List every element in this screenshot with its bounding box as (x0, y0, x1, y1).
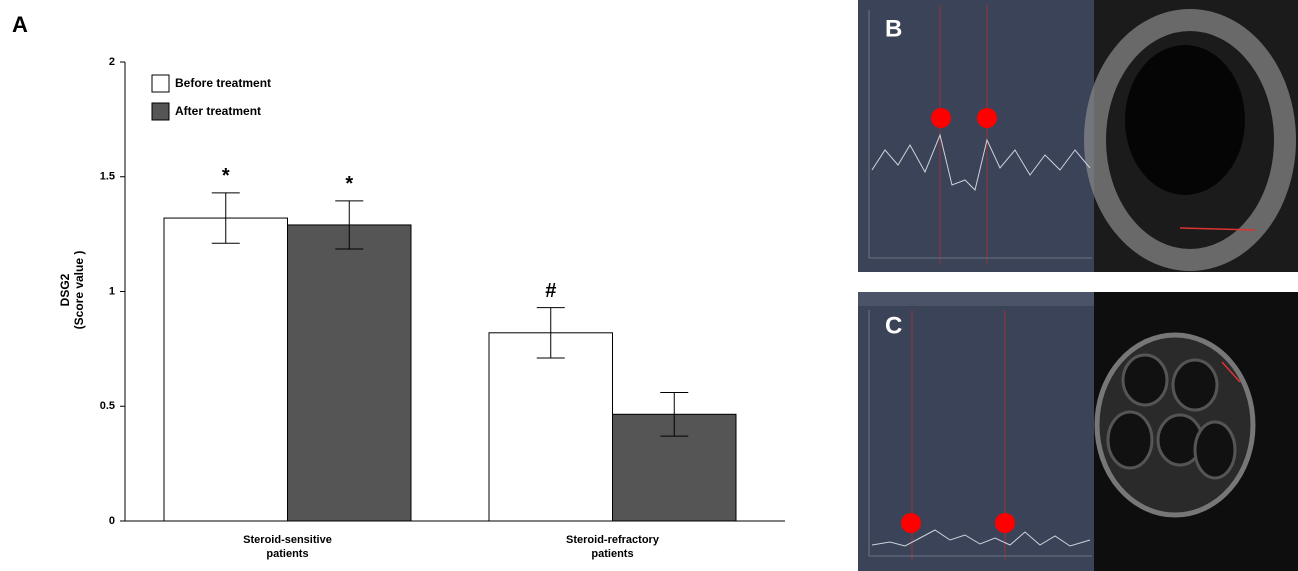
legend-label: Before treatment (175, 76, 271, 90)
figure: A B C DSG2 (Score value ) 00.511.52**#B (0, 0, 1298, 571)
legend-label: After treatment (175, 104, 261, 118)
y-axis-label: DSG2 (58, 273, 72, 306)
bar (164, 218, 288, 521)
panel-label: B (885, 15, 902, 42)
y-tick-label: 1 (109, 285, 115, 297)
panel-label: A (12, 12, 28, 37)
y-tick-label: 2 (109, 56, 115, 68)
bar (288, 225, 412, 521)
chart: A B C DSG2 (Score value ) 00.511.52**#B (0, 0, 1298, 571)
significance-marker: # (545, 280, 556, 302)
panel-label: C (885, 312, 902, 339)
panel-b (858, 0, 1298, 272)
significance-marker: * (345, 173, 353, 195)
y-tick-label: 0.5 (100, 400, 115, 412)
x-tick-label: Steroid-sensitive patients (223, 533, 353, 561)
x-tick-label: Steroid-refractory patients (548, 533, 678, 561)
panel-c (858, 292, 1298, 571)
y-axis-label: (Score value ) (72, 251, 86, 330)
legend-swatch (152, 103, 169, 120)
bar (489, 333, 613, 521)
y-tick-label: 1.5 (100, 171, 115, 183)
y-tick-label: 0 (109, 515, 115, 527)
significance-marker: * (222, 165, 230, 187)
legend-swatch (152, 75, 169, 92)
